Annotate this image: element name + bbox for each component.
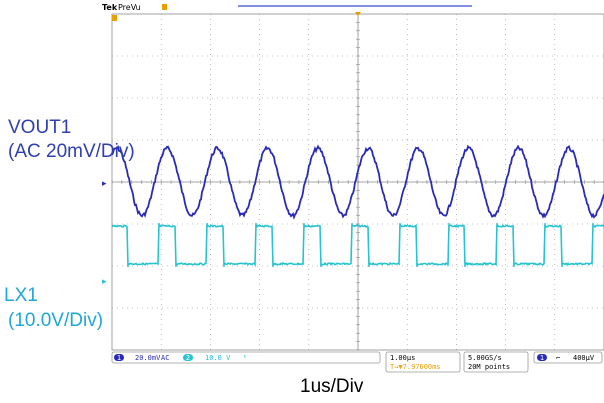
ch2-badge-number: 2: [186, 354, 190, 362]
ch1-coupling: AC: [161, 354, 169, 362]
vout1-label: VOUT1: [8, 117, 72, 138]
lx1-label: LX1: [4, 285, 38, 306]
run-indicator-icon: [162, 4, 167, 10]
ch1-badge-number: 1: [117, 354, 121, 362]
expansion-marker-icon: [112, 15, 117, 21]
trigger-level: 400µV: [573, 354, 595, 362]
lx1-scale-label: (10.0V/Div): [8, 310, 104, 331]
series-line-vout1: [111, 144, 604, 220]
sample-rate: 5.00GS/s: [468, 354, 502, 362]
trigger-source-badge[interactable]: [537, 354, 547, 361]
trigger-source-number: 1: [540, 354, 544, 362]
horizontal-scale: 1.00µs: [390, 354, 415, 362]
ch1-badge[interactable]: [114, 354, 124, 361]
trigger-slope-icon: ⌐: [556, 354, 560, 362]
ch2-ground-marker-icon: ▸: [102, 277, 107, 287]
ch2-badge[interactable]: [183, 354, 193, 361]
mode-label: PreVu: [118, 3, 141, 12]
ch1-ground-marker-icon: ▸: [102, 179, 107, 189]
ch2-scale: 10.0 V: [205, 354, 231, 362]
trigger-position: T→▼7.97600ms: [390, 363, 441, 371]
record-length: 20M points: [468, 363, 510, 371]
graticule: [111, 13, 604, 351]
time-scale-label: 1us/Div: [300, 376, 364, 397]
series-line-lx1: [111, 223, 604, 268]
vout1-scale-label: (AC 20mV/Div): [8, 141, 135, 162]
ch1-scale: 20.0mV: [135, 354, 161, 362]
ch2-bandwidth-icon: ᵇ: [243, 354, 247, 362]
status-bar: 1 20.0mV AC 2 10.0 V ᵇ 1.00µs T→▼7.97600…: [111, 351, 603, 373]
brand-label: Tek: [102, 3, 118, 12]
trigger-position-marker-icon: [355, 12, 361, 16]
